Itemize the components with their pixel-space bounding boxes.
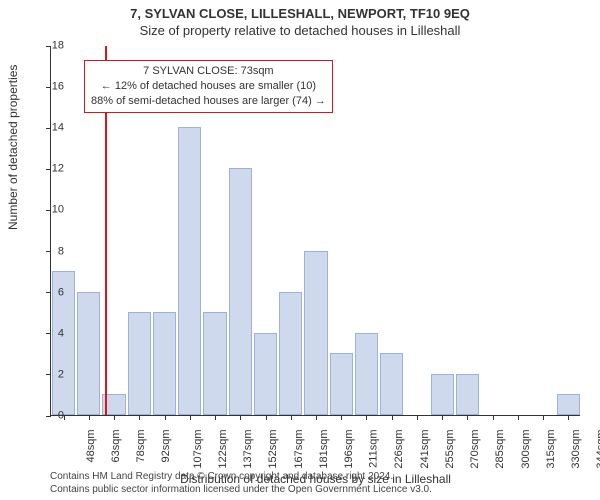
xtick-label: 48sqm bbox=[86, 430, 97, 463]
xtick-mark bbox=[518, 415, 519, 420]
histogram-bar bbox=[178, 127, 201, 415]
ytick-mark bbox=[46, 333, 51, 334]
y-axis-label: Number of detached properties bbox=[6, 65, 20, 230]
xtick-mark bbox=[291, 415, 292, 420]
xtick-label: 315sqm bbox=[546, 430, 557, 469]
xtick-label: 196sqm bbox=[344, 430, 355, 469]
ytick-label: 6 bbox=[58, 287, 64, 298]
xtick-label: 137sqm bbox=[243, 430, 254, 469]
ytick-label: 18 bbox=[52, 41, 64, 52]
annotation-line: 88% of semi-detached houses are larger (… bbox=[91, 94, 326, 109]
histogram-bar bbox=[153, 312, 176, 415]
histogram-bar bbox=[380, 353, 403, 415]
histogram-bar bbox=[254, 333, 277, 415]
xtick-label: 226sqm bbox=[395, 430, 406, 469]
footer-line-1: Contains HM Land Registry data © Crown c… bbox=[50, 471, 432, 484]
xtick-mark bbox=[467, 415, 468, 420]
ytick-label: 2 bbox=[58, 369, 64, 380]
ytick-mark bbox=[46, 169, 51, 170]
ytick-mark bbox=[46, 292, 51, 293]
xtick-label: 330sqm bbox=[571, 430, 582, 469]
xtick-label: 181sqm bbox=[319, 430, 330, 469]
annotation-line: ← 12% of detached houses are smaller (10… bbox=[91, 79, 326, 94]
ytick-label: 8 bbox=[58, 246, 64, 257]
footer-attribution: Contains HM Land Registry data © Crown c… bbox=[50, 471, 432, 496]
xtick-mark bbox=[442, 415, 443, 420]
histogram-bar bbox=[304, 251, 327, 415]
ytick-label: 16 bbox=[52, 82, 64, 93]
title-main: 7, SYLVAN CLOSE, LILLESHALL, NEWPORT, TF… bbox=[0, 6, 600, 23]
chart-area: 48sqm63sqm78sqm92sqm107sqm122sqm137sqm15… bbox=[50, 46, 580, 416]
xtick-mark bbox=[89, 415, 90, 420]
histogram-bar bbox=[456, 374, 479, 415]
xtick-label: 107sqm bbox=[193, 430, 204, 469]
ytick-mark bbox=[46, 374, 51, 375]
xtick-label: 122sqm bbox=[218, 430, 229, 469]
xtick-label: 285sqm bbox=[496, 430, 507, 469]
xtick-mark bbox=[543, 415, 544, 420]
histogram-bar bbox=[77, 292, 100, 415]
xtick-label: 63sqm bbox=[111, 430, 122, 463]
histogram-bar bbox=[330, 353, 353, 415]
plot-region: 48sqm63sqm78sqm92sqm107sqm122sqm137sqm15… bbox=[50, 46, 580, 416]
ytick-label: 12 bbox=[52, 164, 64, 175]
ytick-label: 10 bbox=[52, 205, 64, 216]
xtick-label: 152sqm bbox=[268, 430, 279, 469]
xtick-label: 211sqm bbox=[369, 430, 380, 468]
xtick-mark bbox=[316, 415, 317, 420]
ytick-mark bbox=[46, 87, 51, 88]
histogram-bar bbox=[229, 168, 252, 415]
xtick-mark bbox=[165, 415, 166, 420]
xtick-mark bbox=[114, 415, 115, 420]
xtick-mark bbox=[568, 415, 569, 420]
xtick-mark bbox=[240, 415, 241, 420]
histogram-bar bbox=[355, 333, 378, 415]
ytick-mark bbox=[46, 210, 51, 211]
ytick-label: 14 bbox=[52, 123, 64, 134]
histogram-bar bbox=[431, 374, 454, 415]
xtick-label: 92sqm bbox=[161, 430, 172, 463]
ytick-label: 4 bbox=[58, 328, 64, 339]
xtick-label: 344sqm bbox=[597, 430, 600, 469]
title-block: 7, SYLVAN CLOSE, LILLESHALL, NEWPORT, TF… bbox=[0, 0, 600, 40]
footer-line-2: Contains public sector information licen… bbox=[50, 484, 432, 497]
xtick-mark bbox=[190, 415, 191, 420]
xtick-label: 300sqm bbox=[521, 430, 532, 469]
xtick-label: 241sqm bbox=[420, 430, 431, 469]
ytick-mark bbox=[46, 251, 51, 252]
xtick-mark bbox=[266, 415, 267, 420]
histogram-bar bbox=[279, 292, 302, 415]
xtick-label: 78sqm bbox=[136, 430, 147, 463]
xtick-mark bbox=[417, 415, 418, 420]
xtick-mark bbox=[392, 415, 393, 420]
histogram-bar bbox=[557, 394, 580, 415]
xtick-label: 167sqm bbox=[294, 430, 305, 469]
ytick-label: 0 bbox=[58, 411, 64, 422]
xtick-label: 255sqm bbox=[445, 430, 456, 469]
xtick-mark bbox=[341, 415, 342, 420]
annotation-box: 7 SYLVAN CLOSE: 73sqm← 12% of detached h… bbox=[84, 60, 333, 113]
ytick-mark bbox=[46, 46, 51, 47]
xtick-mark bbox=[215, 415, 216, 420]
title-sub: Size of property relative to detached ho… bbox=[0, 23, 600, 40]
xtick-mark bbox=[139, 415, 140, 420]
xtick-mark bbox=[366, 415, 367, 420]
histogram-bar bbox=[128, 312, 151, 415]
annotation-line: 7 SYLVAN CLOSE: 73sqm bbox=[91, 64, 326, 79]
ytick-mark bbox=[46, 128, 51, 129]
xtick-label: 270sqm bbox=[470, 430, 481, 469]
ytick-mark bbox=[46, 416, 51, 417]
xtick-mark bbox=[493, 415, 494, 420]
histogram-bar bbox=[203, 312, 226, 415]
